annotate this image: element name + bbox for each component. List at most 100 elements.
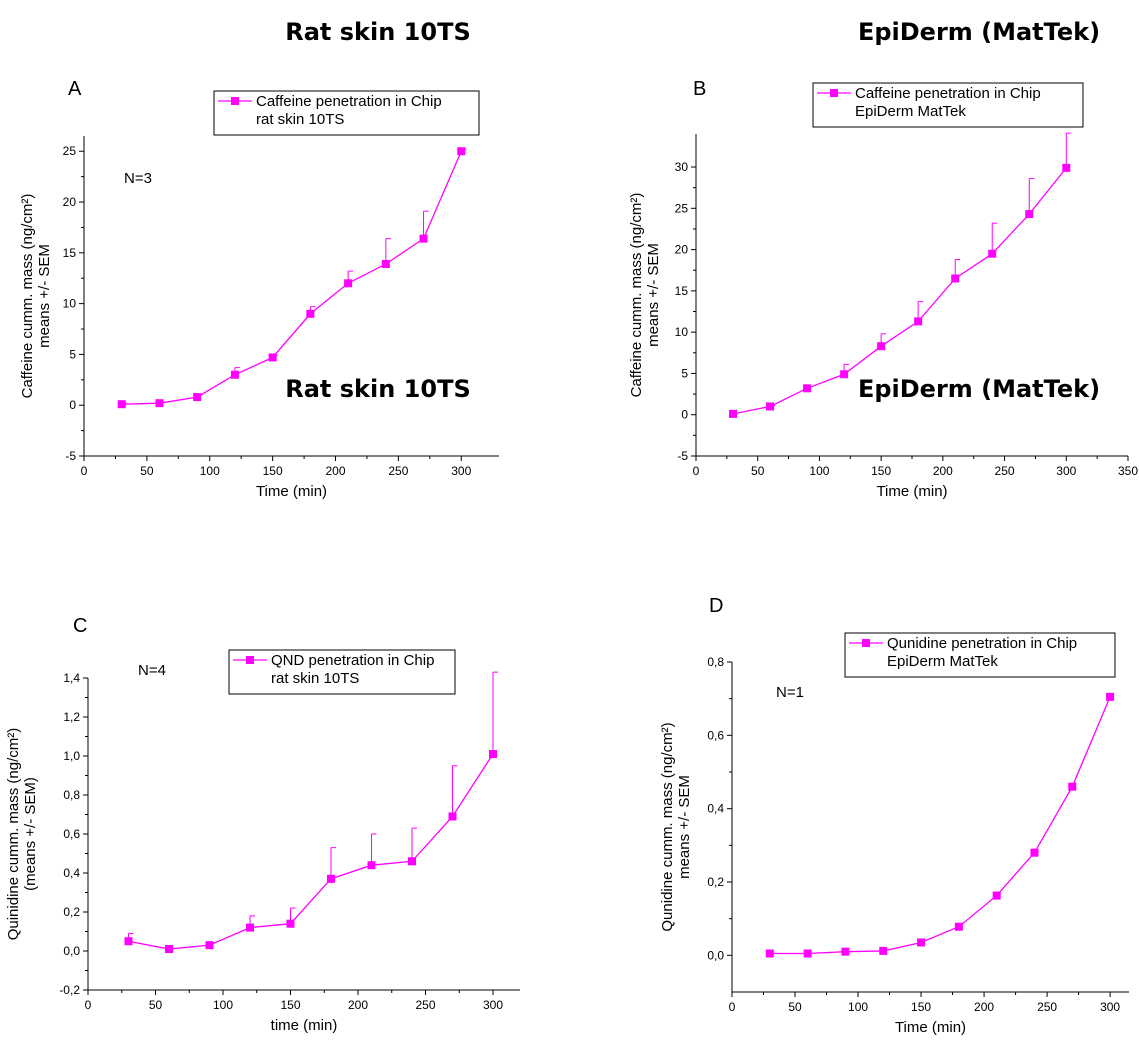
data-point xyxy=(841,947,850,956)
data-point xyxy=(205,941,214,950)
x-tick-label: 200 xyxy=(348,998,368,1012)
y-axis-title-line: Quinidine cumm. mass (ng/cm²) xyxy=(5,728,22,941)
x-tick-label: 150 xyxy=(871,464,891,478)
y-tick-label: 0,2 xyxy=(63,905,80,919)
x-tick-label: 200 xyxy=(325,464,345,478)
x-tick-label: 50 xyxy=(788,1000,802,1014)
y-axis-title-line: Caffeine cumm. mass (ng/cm²) xyxy=(628,193,645,398)
data-point xyxy=(1030,848,1039,857)
x-axis-title: Time (min) xyxy=(876,483,947,500)
x-tick-label: 300 xyxy=(451,464,471,478)
data-point xyxy=(992,891,1001,900)
legend-box xyxy=(812,82,1084,128)
y-tick-label: 5 xyxy=(69,347,76,361)
series-line xyxy=(121,150,462,405)
sample-size-note: N=4 xyxy=(138,662,166,679)
data-point xyxy=(765,949,774,958)
y-tick-label: -5 xyxy=(677,449,688,463)
y-tick-label: 0,8 xyxy=(707,655,724,669)
x-axis-title: time (min) xyxy=(271,1017,338,1034)
legend-label: EpiDerm MatTek xyxy=(887,653,998,670)
y-tick-label: 10 xyxy=(675,325,689,339)
data-point xyxy=(489,750,497,759)
y-tick-label: 1,2 xyxy=(63,710,80,724)
panel-letter: D xyxy=(709,595,723,617)
y-tick-label: 30 xyxy=(675,160,689,174)
data-point xyxy=(124,937,133,946)
legend-label: Caffeine penetration in Chip xyxy=(855,85,1041,102)
x-tick-label: 50 xyxy=(140,464,154,478)
data-point xyxy=(448,812,457,821)
panel-letter: B xyxy=(693,78,706,100)
x-tick-label: 300 xyxy=(1100,1000,1120,1014)
x-tick-label: 0 xyxy=(729,1000,736,1014)
y-tick-label: 0,0 xyxy=(707,948,724,962)
data-point xyxy=(729,409,738,418)
legend-marker xyxy=(862,639,870,647)
x-tick-label: 0 xyxy=(85,998,92,1012)
data-point xyxy=(367,861,376,870)
x-tick-label: 50 xyxy=(149,998,163,1012)
x-tick-label: 150 xyxy=(280,998,300,1012)
chart-panel-b: B 0 50 100 150 200 250 300 350 -5 0 5 10 15 20 25 30 Time… xyxy=(628,78,1138,500)
x-tick-label: 250 xyxy=(1037,1000,1057,1014)
legend-box xyxy=(213,90,480,136)
legend-label: QND penetration in Chip xyxy=(271,652,434,669)
data-point xyxy=(951,274,960,283)
x-tick-label: 100 xyxy=(213,998,233,1012)
heading-top-left: Rat skin 10TS xyxy=(285,18,470,46)
data-point xyxy=(840,370,849,379)
legend-marker xyxy=(830,89,838,97)
data-point xyxy=(803,384,812,393)
data-point xyxy=(408,857,416,866)
x-tick-label: 100 xyxy=(809,464,829,478)
data-point xyxy=(268,353,277,362)
y-tick-label: 0,8 xyxy=(63,788,80,802)
panel-letter: A xyxy=(68,78,82,100)
data-point xyxy=(230,370,239,379)
data-point xyxy=(457,147,466,156)
y-axis-title-line: Qunidine cumm. mass (ng/cm²) xyxy=(659,722,676,931)
heading-bottom-right: EpiDerm (MatTek) xyxy=(858,375,1100,403)
y-axis-title-line: means +/- SEM xyxy=(36,244,53,348)
y-tick-label: 0,6 xyxy=(63,827,80,841)
data-point xyxy=(1062,163,1071,172)
x-tick-label: 0 xyxy=(81,464,88,478)
data-point xyxy=(879,946,888,955)
y-tick-label: 0,2 xyxy=(707,875,724,889)
data-point xyxy=(988,249,997,258)
data-point xyxy=(381,260,390,268)
x-tick-label: 50 xyxy=(751,464,765,478)
data-point xyxy=(1106,692,1115,701)
data-point xyxy=(1068,782,1077,791)
x-tick-label: 250 xyxy=(388,464,408,478)
data-point xyxy=(246,923,254,932)
panel-letter: C xyxy=(73,615,87,637)
x-tick-label: 200 xyxy=(933,464,953,478)
y-tick-label: 0,4 xyxy=(707,802,724,816)
y-tick-label: 25 xyxy=(675,201,689,215)
data-point xyxy=(327,874,335,883)
legend-label: Qunidine penetration in Chip xyxy=(887,635,1077,652)
data-point xyxy=(193,393,202,402)
sample-size-note: N=1 xyxy=(776,684,804,701)
y-tick-label: 20 xyxy=(675,243,689,257)
chart-panel-a: A 0 50 100 150 200 250 300 -5 0 5 10 15 20 25 Time (min… xyxy=(19,78,499,500)
series-line xyxy=(732,167,1067,415)
series-line xyxy=(769,696,1111,955)
x-tick-label: 150 xyxy=(263,464,283,478)
data-point xyxy=(917,938,926,947)
y-axis-title-line: means +/- SEM xyxy=(676,775,693,879)
x-tick-label: 200 xyxy=(974,1000,994,1014)
legend-box xyxy=(228,649,456,695)
y-tick-label: 0,4 xyxy=(63,866,80,880)
legend-marker xyxy=(246,656,254,664)
x-tick-label: 100 xyxy=(848,1000,868,1014)
data-point xyxy=(877,342,886,351)
legend-marker xyxy=(231,97,239,105)
legend-label: rat skin 10TS xyxy=(256,111,344,128)
data-point xyxy=(766,402,775,411)
y-tick-label: 0 xyxy=(69,398,76,412)
